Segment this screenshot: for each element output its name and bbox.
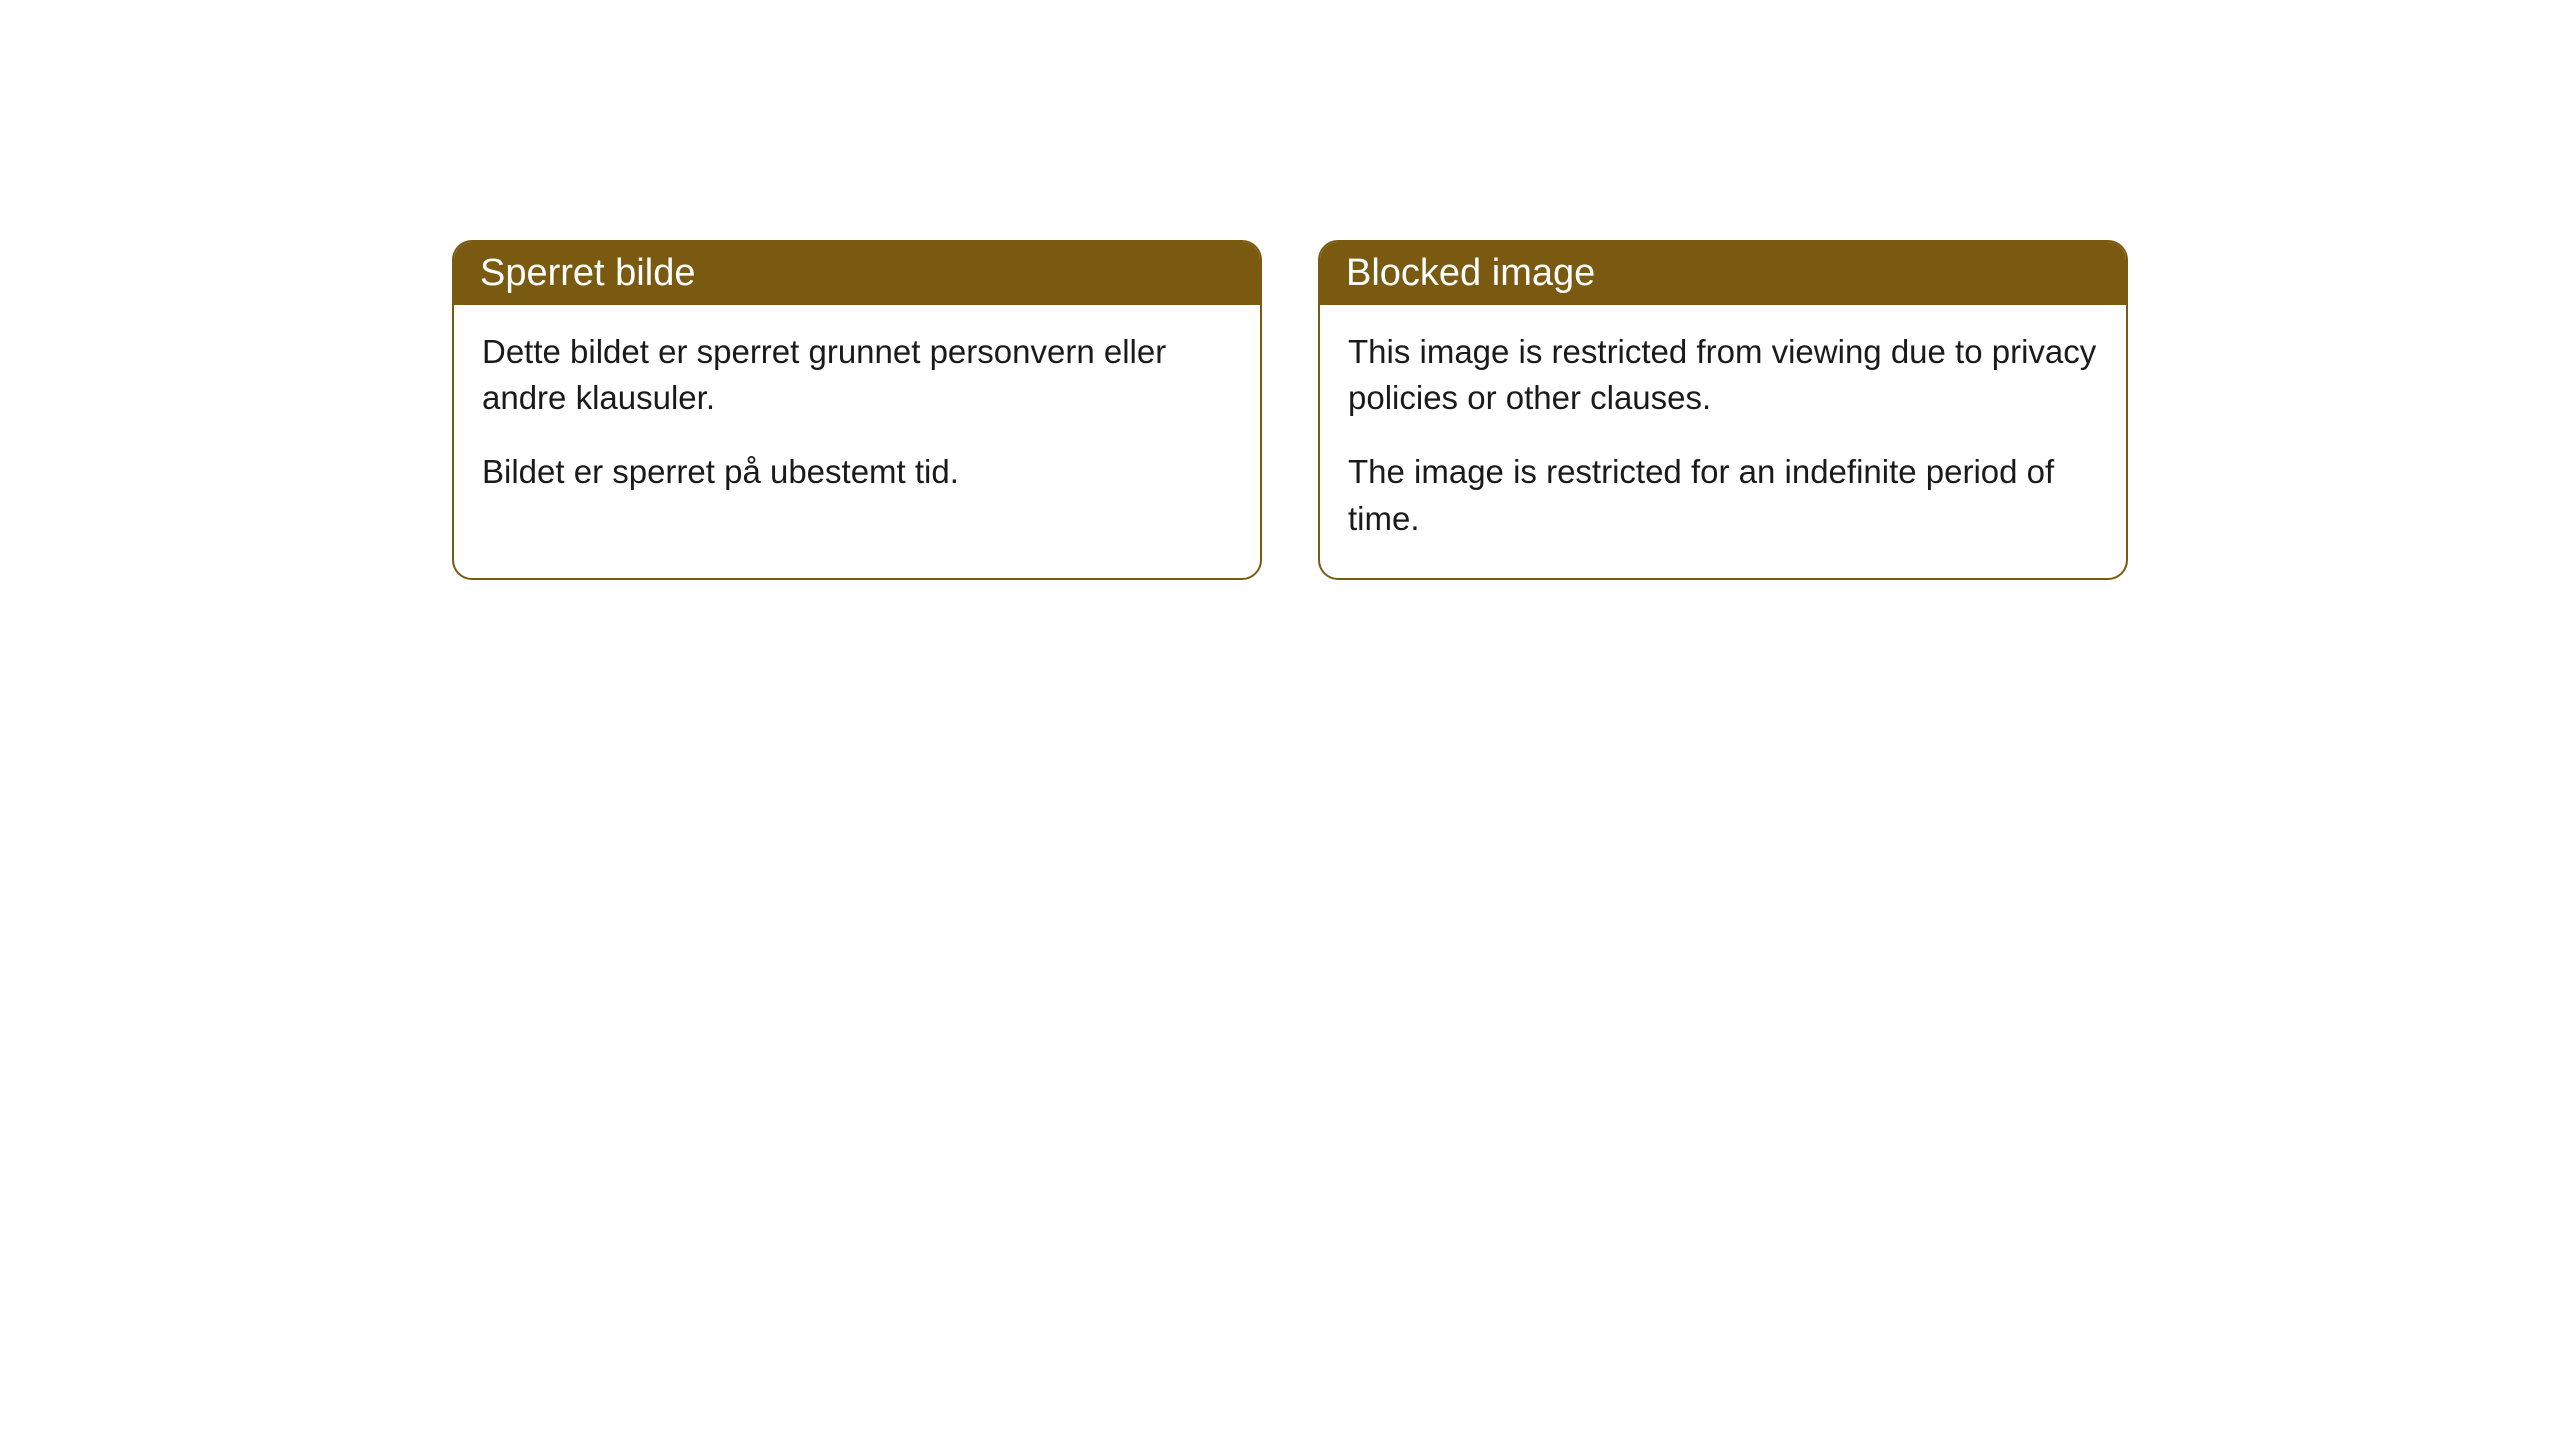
- card-body-english: This image is restricted from viewing du…: [1320, 305, 2126, 578]
- card-paragraph-2: Bildet er sperret på ubestemt tid.: [482, 449, 1232, 495]
- cards-container: Sperret bilde Dette bildet er sperret gr…: [0, 0, 2560, 580]
- card-paragraph-1: This image is restricted from viewing du…: [1348, 329, 2098, 421]
- card-title: Blocked image: [1346, 252, 1595, 294]
- card-paragraph-1: Dette bildet er sperret grunnet personve…: [482, 329, 1232, 421]
- card-header-english: Blocked image: [1320, 242, 2126, 305]
- card-paragraph-2: The image is restricted for an indefinit…: [1348, 449, 2098, 541]
- card-title: Sperret bilde: [480, 252, 695, 294]
- card-body-norwegian: Dette bildet er sperret grunnet personve…: [454, 305, 1260, 532]
- blocked-image-card-norwegian: Sperret bilde Dette bildet er sperret gr…: [452, 240, 1262, 580]
- card-header-norwegian: Sperret bilde: [454, 242, 1260, 305]
- blocked-image-card-english: Blocked image This image is restricted f…: [1318, 240, 2128, 580]
